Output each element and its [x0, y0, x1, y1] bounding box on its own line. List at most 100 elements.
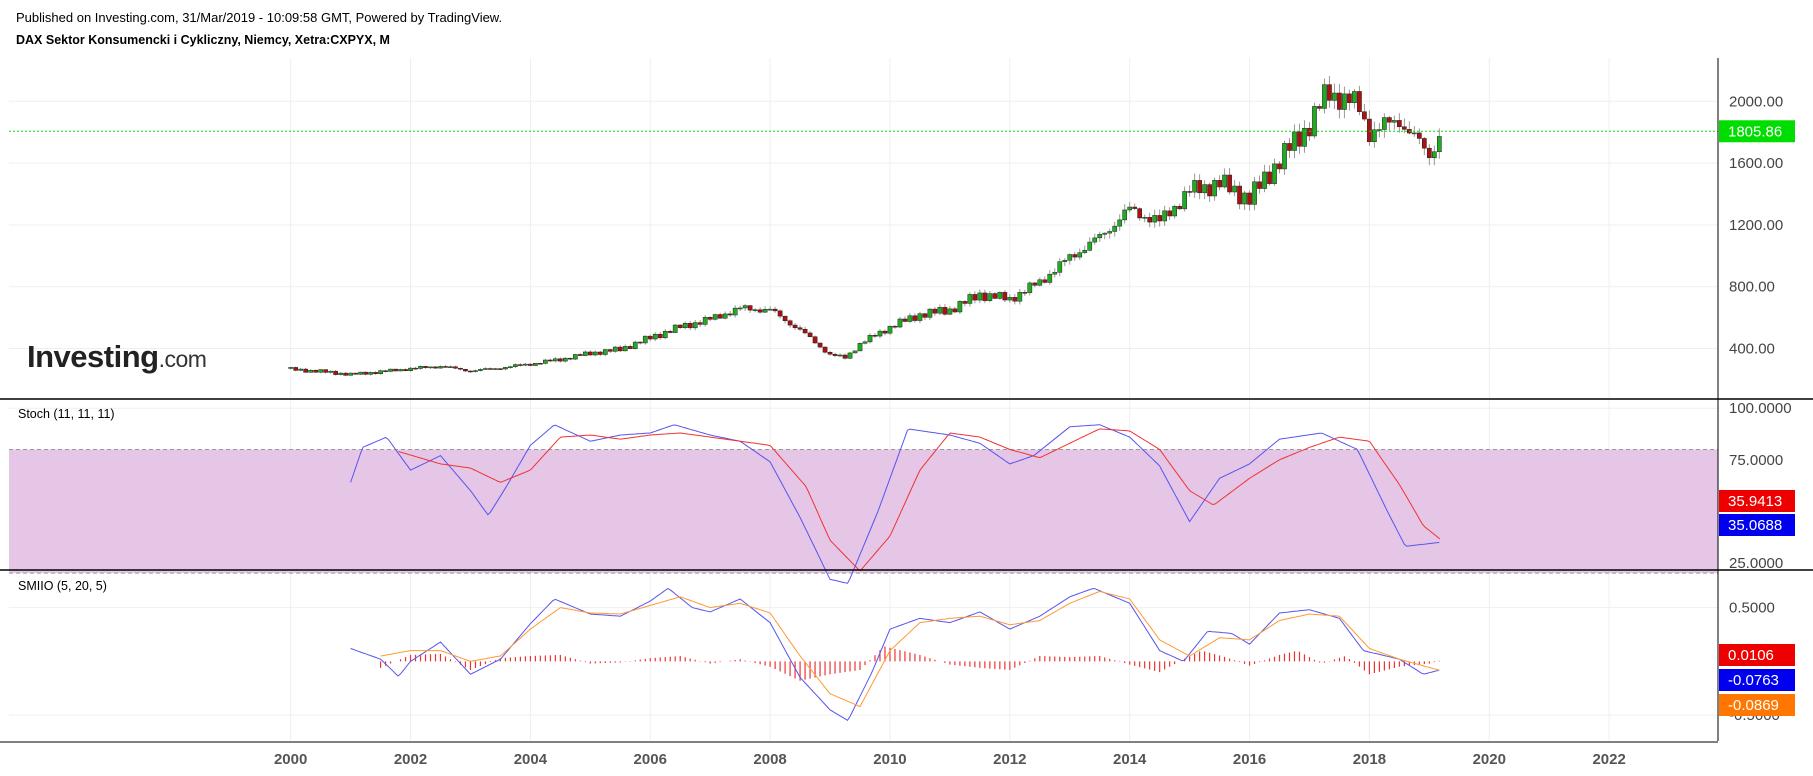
stoch-tick-label: 25.0000 [1729, 555, 1783, 572]
candle [1436, 136, 1442, 153]
candle [807, 332, 813, 338]
candle [423, 366, 428, 368]
candle [413, 367, 418, 370]
candle [453, 366, 458, 369]
smiio-badge-bg [1719, 669, 1795, 691]
candle [303, 368, 309, 373]
candle [732, 307, 738, 316]
candle [1002, 292, 1008, 301]
candle [957, 301, 963, 313]
stoch-lines [350, 424, 1441, 584]
candle [927, 308, 933, 318]
candle [1272, 163, 1277, 184]
candle [1337, 92, 1342, 110]
candle [637, 341, 643, 344]
candle [1037, 279, 1043, 286]
candle [1252, 181, 1257, 205]
candle [1042, 279, 1048, 283]
candle [897, 318, 903, 328]
candle [373, 372, 378, 374]
candle [503, 367, 508, 370]
stoch-k-line [350, 424, 1440, 584]
candle [1302, 127, 1307, 147]
candle [757, 309, 763, 313]
candle [627, 346, 633, 349]
candle [1127, 206, 1133, 211]
candle [493, 368, 498, 370]
candle [318, 369, 323, 373]
candle [812, 336, 818, 344]
candle [597, 351, 603, 355]
candle [587, 351, 593, 356]
smiio-histogram-badge-bg [1719, 644, 1795, 666]
candle [1282, 143, 1287, 170]
candle [662, 331, 668, 339]
candle [518, 364, 523, 366]
candle [1297, 131, 1302, 147]
stoch-d-badge-bg [1719, 490, 1795, 512]
candle [378, 370, 383, 374]
last-price-badge-bg [1719, 120, 1795, 143]
price-tick-label: 800.00 [1729, 279, 1775, 296]
candle [463, 368, 468, 372]
candle [762, 309, 768, 313]
candle [792, 324, 798, 328]
candle [747, 305, 753, 311]
stoch-d-line [398, 428, 1441, 572]
candle [857, 343, 863, 352]
candle [288, 367, 294, 369]
candle [1352, 91, 1357, 104]
candle [972, 294, 978, 301]
candle [837, 354, 843, 357]
candle [787, 320, 793, 326]
candle [1322, 84, 1327, 109]
time-tick-label: 2012 [993, 751, 1026, 768]
candle [393, 368, 398, 372]
smiio-signal-badge-bg [1719, 694, 1795, 716]
candle [622, 346, 628, 352]
candle [498, 368, 503, 370]
candle [458, 367, 463, 370]
candle [483, 368, 488, 370]
candle [1312, 106, 1317, 137]
candle [1317, 106, 1322, 109]
candle [937, 307, 943, 314]
candle [1187, 191, 1192, 193]
candle [308, 369, 313, 373]
published-note: Published on Investing.com, 31/Mar/2019 … [16, 10, 503, 25]
candle [912, 315, 918, 321]
candle [932, 308, 938, 314]
candle [448, 366, 453, 368]
candle [692, 322, 698, 329]
candle [1197, 180, 1202, 194]
candle [907, 315, 913, 322]
smiio-lines [350, 588, 1440, 721]
candle [827, 351, 833, 355]
smiio-pane-title: SMIIO (5, 20, 5) [18, 579, 107, 593]
candle [677, 324, 683, 328]
time-tick-label: 2002 [394, 751, 427, 768]
candle [353, 372, 358, 375]
time-tick-label: 2016 [1233, 751, 1266, 768]
candle [1217, 180, 1222, 188]
candle [582, 351, 588, 356]
candle [862, 341, 868, 344]
candle [1137, 208, 1143, 219]
last-price-badge: 1805.86 [1728, 123, 1782, 140]
time-tick-label: 2000 [274, 751, 307, 768]
candle [817, 342, 823, 348]
candle [772, 308, 778, 312]
candle [1392, 120, 1397, 123]
time-tick-label: 2014 [1113, 751, 1147, 768]
candle [1367, 118, 1372, 143]
candle [323, 369, 328, 373]
candle [528, 363, 533, 366]
smiio-tick-label: 0.5000 [1729, 600, 1775, 617]
candle [852, 350, 858, 354]
candlestick-series [288, 76, 1442, 376]
candle [1287, 143, 1292, 151]
candle [1267, 171, 1272, 184]
candle [642, 335, 648, 344]
candle [1237, 185, 1242, 205]
